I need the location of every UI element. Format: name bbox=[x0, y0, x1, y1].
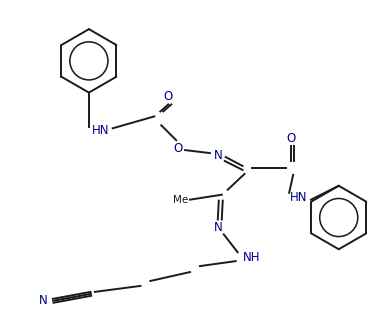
Text: O: O bbox=[164, 90, 173, 103]
Text: Me: Me bbox=[173, 195, 188, 205]
Text: N: N bbox=[213, 149, 222, 162]
Text: N: N bbox=[39, 294, 47, 307]
Text: N: N bbox=[213, 221, 222, 234]
Text: O: O bbox=[286, 132, 296, 145]
Text: O: O bbox=[173, 141, 183, 155]
Text: HN: HN bbox=[92, 124, 110, 137]
Text: NH: NH bbox=[243, 251, 260, 264]
Text: HN: HN bbox=[290, 191, 308, 204]
